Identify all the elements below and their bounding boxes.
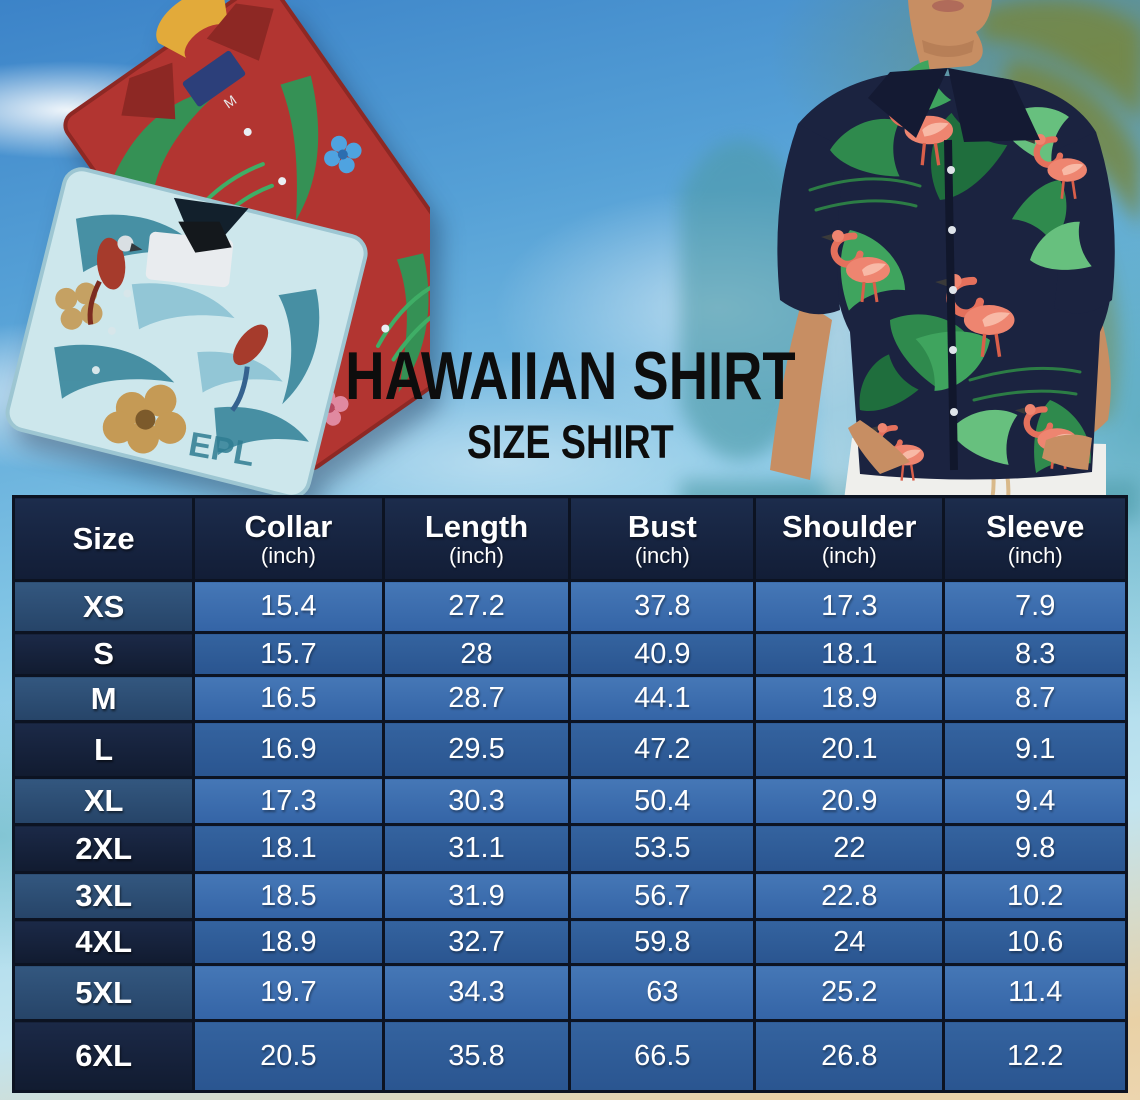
table-row-3xl: 3XL 18.5 31.9 56.7 22.8 10.2 — [11, 871, 1128, 921]
shoulder-value-cell: 18.1 — [753, 631, 946, 677]
table-row-s: S 15.7 28 40.9 18.1 8.3 — [11, 631, 1128, 677]
collar-value-cell: 18.5 — [192, 871, 385, 921]
leaf-print — [808, 58, 1093, 474]
size-cell: 6XL — [11, 1019, 196, 1093]
table-row-5xl: 5XL 19.7 34.3 63 25.2 11.4 — [11, 963, 1128, 1022]
collar-value-cell: 15.4 — [192, 579, 385, 634]
length-value-cell: 35.8 — [381, 1019, 572, 1093]
model-left-hand — [848, 420, 910, 474]
column-header-shoulder: Shoulder (inch) — [753, 495, 946, 582]
size-cell: XL — [11, 776, 196, 826]
collar-value-cell: 17.3 — [192, 776, 385, 826]
length-value-cell: 34.3 — [381, 963, 572, 1022]
sleeve-value-cell: 10.2 — [942, 871, 1128, 921]
buttons — [947, 166, 958, 416]
bust-value-cell: 40.9 — [568, 631, 757, 677]
sleeve-value-cell: 9.1 — [942, 720, 1128, 779]
page-title: HAWAIIAN SHIRT — [344, 338, 796, 414]
bust-value-cell: 66.5 — [568, 1019, 757, 1093]
hawaiian-shirts-photo: M — [5, 0, 430, 499]
column-header-size: Size — [11, 495, 196, 582]
bust-value-cell: 50.4 — [568, 776, 757, 826]
collar-value-cell: 16.9 — [192, 720, 385, 779]
shoulder-value-cell: 17.3 — [753, 579, 946, 634]
shoulder-value-cell: 25.2 — [753, 963, 946, 1022]
column-header-sleeve: Sleeve (inch) — [942, 495, 1128, 582]
length-value-cell: 30.3 — [381, 776, 572, 826]
table-row-m: M 16.5 28.7 44.1 18.9 8.7 — [11, 674, 1128, 723]
table-row-xl: XL 17.3 30.3 50.4 20.9 9.4 — [11, 776, 1128, 826]
table-row-xs: XS 15.4 27.2 37.8 17.3 7.9 — [11, 579, 1128, 634]
hibiscus-print — [55, 282, 187, 454]
bust-value-cell: 59.8 — [568, 918, 757, 966]
title-block: HAWAIIAN SHIRT SIZE SHIRT — [0, 342, 1140, 465]
bust-value-cell: 56.7 — [568, 871, 757, 921]
table-row-l: L 16.9 29.5 47.2 20.1 9.1 — [11, 720, 1128, 779]
length-value-cell: 31.9 — [381, 871, 572, 921]
sleeve-value-cell: 8.3 — [942, 631, 1128, 677]
shoulder-value-cell: 20.1 — [753, 720, 946, 779]
sleeve-value-cell: 9.4 — [942, 776, 1128, 826]
size-cell: 2XL — [11, 823, 196, 874]
collar-left — [868, 68, 948, 138]
shoulder-value-cell: 24 — [753, 918, 946, 966]
size-cell: S — [11, 631, 196, 677]
bust-value-cell: 63 — [568, 963, 757, 1022]
column-header-collar: Collar (inch) — [192, 495, 385, 582]
table-row-6xl: 6XL 20.5 35.8 66.5 26.8 12.2 — [11, 1019, 1128, 1093]
shoulder-value-cell: 26.8 — [753, 1019, 946, 1093]
shoulder-value-cell: 18.9 — [753, 674, 946, 723]
column-header-bust: Bust (inch) — [568, 495, 757, 582]
table-header-row: Size Collar (inch) Length (inch) Bust (inch) Sh… — [11, 495, 1128, 582]
sleeve-value-cell: 9.8 — [942, 823, 1128, 874]
model-left-arm — [770, 300, 832, 480]
sleeve-value-cell: 10.6 — [942, 918, 1128, 966]
collar-value-cell: 18.1 — [192, 823, 385, 874]
parrot-print — [87, 235, 269, 412]
size-cell: M — [11, 674, 196, 723]
sleeve-value-cell: 12.2 — [942, 1019, 1128, 1093]
shoulder-value-cell: 22 — [753, 823, 946, 874]
bust-value-cell: 53.5 — [568, 823, 757, 874]
model-right-hand — [1042, 434, 1092, 470]
teal-hawaiian-shirt: EPL — [5, 167, 368, 499]
collar-value-cell: 16.5 — [192, 674, 385, 723]
size-chart-table: Size Collar (inch) Length (inch) Bust (inch) Sh… — [11, 495, 1128, 1093]
collar-value-cell: 20.5 — [192, 1019, 385, 1093]
collar-value-cell: 18.9 — [192, 918, 385, 966]
sleeve-value-cell: 11.4 — [942, 963, 1128, 1022]
model-wearing-shirt-photo — [770, 0, 1115, 500]
column-header-length: Length (inch) — [381, 495, 572, 582]
model-lips — [932, 0, 964, 12]
collar-value-cell: 19.7 — [192, 963, 385, 1022]
collar-value-cell: 15.7 — [192, 631, 385, 677]
page-subtitle: SIZE SHIRT — [466, 415, 674, 468]
table-row-2xl: 2XL 18.1 31.1 53.5 22 9.8 — [11, 823, 1128, 874]
shoulder-value-cell: 20.9 — [753, 776, 946, 826]
shoulder-value-cell: 22.8 — [753, 871, 946, 921]
size-cell: 5XL — [11, 963, 196, 1022]
size-cell: 3XL — [11, 871, 196, 921]
collar-right — [948, 68, 1040, 142]
bust-value-cell: 37.8 — [568, 579, 757, 634]
length-value-cell: 27.2 — [381, 579, 572, 634]
length-value-cell: 28.7 — [381, 674, 572, 723]
size-cell: 4XL — [11, 918, 196, 966]
length-value-cell: 28 — [381, 631, 572, 677]
bust-value-cell: 47.2 — [568, 720, 757, 779]
length-value-cell: 31.1 — [381, 823, 572, 874]
length-value-cell: 29.5 — [381, 720, 572, 779]
neck-label — [182, 50, 246, 107]
sunglasses-print — [178, 221, 232, 253]
sleeve-value-cell: 7.9 — [942, 579, 1128, 634]
sleeve-value-cell: 8.7 — [942, 674, 1128, 723]
table-row-4xl: 4XL 18.9 32.7 59.8 24 10.6 — [11, 918, 1128, 966]
size-cell: L — [11, 720, 196, 779]
shirt-hanger-logo — [156, 0, 229, 58]
bust-value-cell: 44.1 — [568, 674, 757, 723]
size-cell: XS — [11, 579, 196, 634]
length-value-cell: 32.7 — [381, 918, 572, 966]
